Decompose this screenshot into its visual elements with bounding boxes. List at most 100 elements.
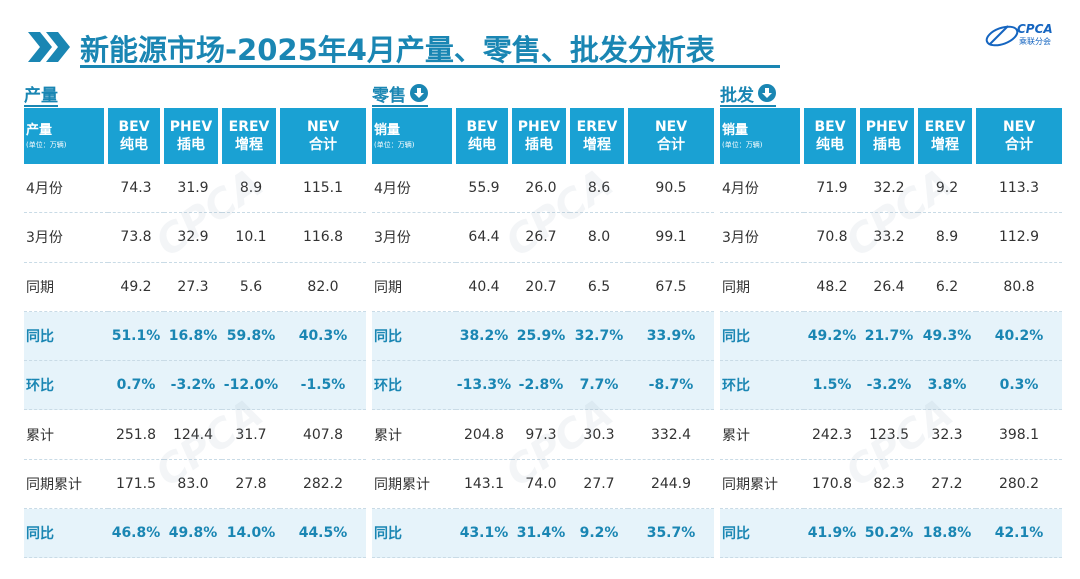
column-header-name: 插电 [525, 137, 553, 153]
table-cell: 170.8 [804, 460, 860, 510]
data-table: 产量 (单位：万辆) BEV 纯电 PHEV 插电 EREV 增程 NEV 合计 4月份 74.3 31… [24, 108, 366, 559]
table-cell: 73.8 [108, 213, 164, 263]
table-cell: 8.0 [570, 213, 628, 263]
row-label: 环比 [372, 361, 456, 411]
column-header-code: BEV [118, 119, 150, 135]
row-label: 同期累计 [24, 460, 108, 510]
column-header: BEV 纯电 [108, 108, 164, 164]
section-title: 零售 [372, 80, 428, 107]
table-row: 同期累计 170.8 82.3 27.2 280.2 [720, 460, 1062, 510]
column-header: EREV 增程 [918, 108, 976, 164]
table-cell: 27.7 [570, 460, 628, 510]
table-cell: 407.8 [280, 410, 366, 460]
table-cell: 20.7 [512, 263, 570, 312]
row-label: 同比 [372, 509, 456, 559]
table-cell: 9.2% [570, 509, 628, 559]
column-header-name: 纯电 [468, 137, 496, 153]
table-cell: 8.9 [222, 164, 280, 214]
table-cell: 67.5 [628, 263, 714, 312]
table-cell: 7.7% [570, 361, 628, 411]
column-header-code: NEV [1002, 119, 1036, 135]
down-arrow-icon [410, 84, 428, 102]
column-header-name: 纯电 [816, 137, 844, 153]
section-title-text: 零售 [372, 85, 406, 106]
table-cell: 49.2% [804, 311, 860, 362]
column-header-code: EREV [228, 119, 270, 135]
logo-word: CPCA [1017, 22, 1053, 36]
table-cell: 9.2 [918, 164, 976, 214]
section-title-underline [372, 105, 428, 107]
table-cell: 83.0 [164, 460, 222, 510]
table-cell: 116.8 [280, 213, 366, 263]
table-row: 4月份 71.9 32.2 9.2 113.3 [720, 164, 1062, 214]
row-label: 同期 [24, 263, 108, 312]
row-header-cell: 销量 (单位：万辆) [372, 108, 456, 164]
column-header-code: NEV [654, 119, 688, 135]
table-cell: 32.3 [918, 410, 976, 460]
table-row: 同比 51.1% 16.8% 59.8% 40.3% [24, 311, 366, 362]
table-cell: 40.2% [976, 311, 1062, 362]
table-cell: 74.3 [108, 164, 164, 214]
column-header: EREV 增程 [222, 108, 280, 164]
cpca-logo-icon [985, 25, 1019, 47]
column-header: PHEV 插电 [512, 108, 570, 164]
row-label: 4月份 [720, 164, 804, 214]
table-cell: 97.3 [512, 410, 570, 460]
table-cell: 113.3 [976, 164, 1062, 214]
table-cell: 5.6 [222, 263, 280, 312]
table-cell: 30.3 [570, 410, 628, 460]
column-header-code: EREV [576, 119, 618, 135]
table-cell: 31.7 [222, 410, 280, 460]
column-header-code: PHEV [169, 119, 213, 135]
table-row: 同比 38.2% 25.9% 32.7% 33.9% [372, 311, 714, 362]
column-header: BEV 纯电 [456, 108, 512, 164]
table-cell: 123.5 [860, 410, 918, 460]
table-row: 3月份 73.8 32.9 10.1 116.8 [24, 213, 366, 263]
table-cell: 31.9 [164, 164, 222, 214]
table-cell: 74.0 [512, 460, 570, 510]
table-cell: 26.7 [512, 213, 570, 263]
row-label: 同期累计 [372, 460, 456, 510]
row-label: 同期 [372, 263, 456, 312]
row-label: 3月份 [24, 213, 108, 263]
column-header-name: 插电 [177, 137, 205, 153]
table-row: 同期 48.2 26.4 6.2 80.8 [720, 263, 1062, 312]
table-cell: 244.9 [628, 460, 714, 510]
table-cell: 49.3% [918, 311, 976, 362]
table-cell: 33.2 [860, 213, 918, 263]
table-cell: -1.5% [280, 361, 366, 411]
column-header: EREV 增程 [570, 108, 628, 164]
table-cell: 14.0% [222, 509, 280, 559]
row-label: 同比 [372, 311, 456, 362]
column-header-code: BEV [814, 119, 846, 135]
column-header-code: NEV [306, 119, 340, 135]
table-cell: 124.4 [164, 410, 222, 460]
table-row: 4月份 74.3 31.9 8.9 115.1 [24, 164, 366, 214]
row-label: 同比 [24, 311, 108, 362]
table-cell: 332.4 [628, 410, 714, 460]
column-header: BEV 纯电 [804, 108, 860, 164]
table-cell: 49.2 [108, 263, 164, 312]
row-label: 环比 [24, 361, 108, 411]
row-label: 3月份 [372, 213, 456, 263]
row-label: 同比 [24, 509, 108, 559]
table-cell: 282.2 [280, 460, 366, 510]
table-cell: 8.9 [918, 213, 976, 263]
title-underline [80, 65, 780, 68]
table-cell: -13.3% [456, 361, 512, 411]
table-row: 环比 -13.3% -2.8% 7.7% -8.7% [372, 361, 714, 411]
table-cell: 115.1 [280, 164, 366, 214]
table-cell: 40.4 [456, 263, 512, 312]
row-label: 3月份 [720, 213, 804, 263]
table-cell: 251.8 [108, 410, 164, 460]
unit-label: (单位：万辆) [722, 141, 763, 149]
row-label: 累计 [372, 410, 456, 460]
row-header-label: 销量 [722, 123, 749, 138]
table-cell: 32.2 [860, 164, 918, 214]
row-label: 同比 [720, 509, 804, 559]
table-row: 累计 204.8 97.3 30.3 332.4 [372, 410, 714, 460]
table-cell: 6.2 [918, 263, 976, 312]
table-header-row: 销量 (单位：万辆) BEV 纯电 PHEV 插电 EREV 增程 NEV 合计 [372, 108, 714, 164]
row-header-label: 产量 [26, 123, 53, 138]
column-header-code: BEV [466, 119, 498, 135]
